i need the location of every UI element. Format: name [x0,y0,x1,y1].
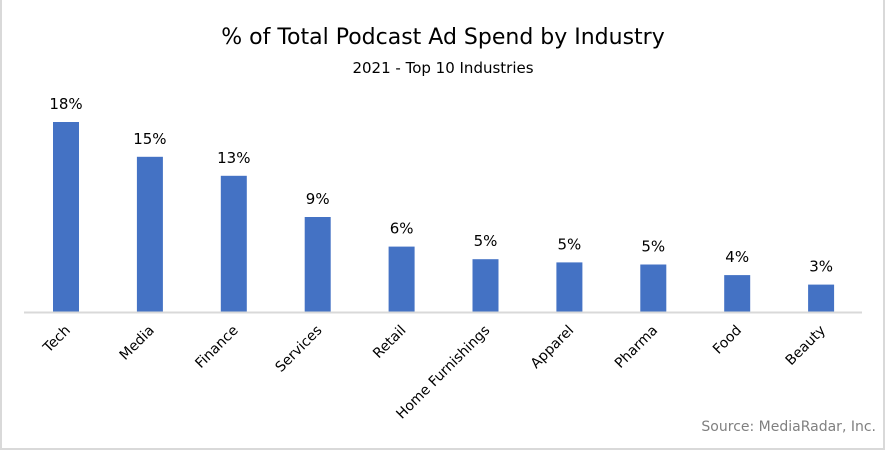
x-tick-label: Food [710,323,745,358]
x-tick-label: Finance [192,323,241,372]
data-label: 18% [49,95,82,113]
data-label: 4% [725,248,749,266]
bar-tech [53,122,79,312]
source-note: Source: MediaRadar, Inc. [701,419,876,435]
data-label: 6% [390,220,414,238]
bar-food [724,275,751,312]
data-label: 9% [306,190,330,208]
bar-media [136,156,163,312]
x-tick-label: Media [117,323,158,364]
bar-retail [388,246,415,312]
data-label: 13% [217,149,250,167]
data-label: 3% [809,258,833,276]
bar-finance [220,175,247,312]
bar-apparel [556,262,583,312]
chart-subtitle: 2021 - Top 10 Industries [352,59,533,77]
x-tick-label: Pharma [612,323,661,372]
x-tick-label: Home Furnishings [393,323,493,423]
bar-beauty [808,284,835,312]
x-tick-label: Services [272,323,325,376]
chart-title: % of Total Podcast Ad Spend by Industry [221,25,665,50]
bar-services [304,217,331,312]
data-label: 5% [641,238,665,256]
bar-home-furnishings [472,259,499,312]
bar-pharma [640,264,667,312]
data-label: 15% [133,130,166,148]
bars-group: 18% 15% 13% 9% 6% 5% 5% 5% 4% 3% [49,95,835,312]
data-label: 5% [558,235,582,253]
data-label: 5% [474,232,498,250]
x-tick-label: Retail [370,323,409,362]
x-tick-label: Tech [40,323,74,357]
x-tick-label: Beauty [783,323,829,369]
x-tick-label: Apparel [528,323,577,372]
